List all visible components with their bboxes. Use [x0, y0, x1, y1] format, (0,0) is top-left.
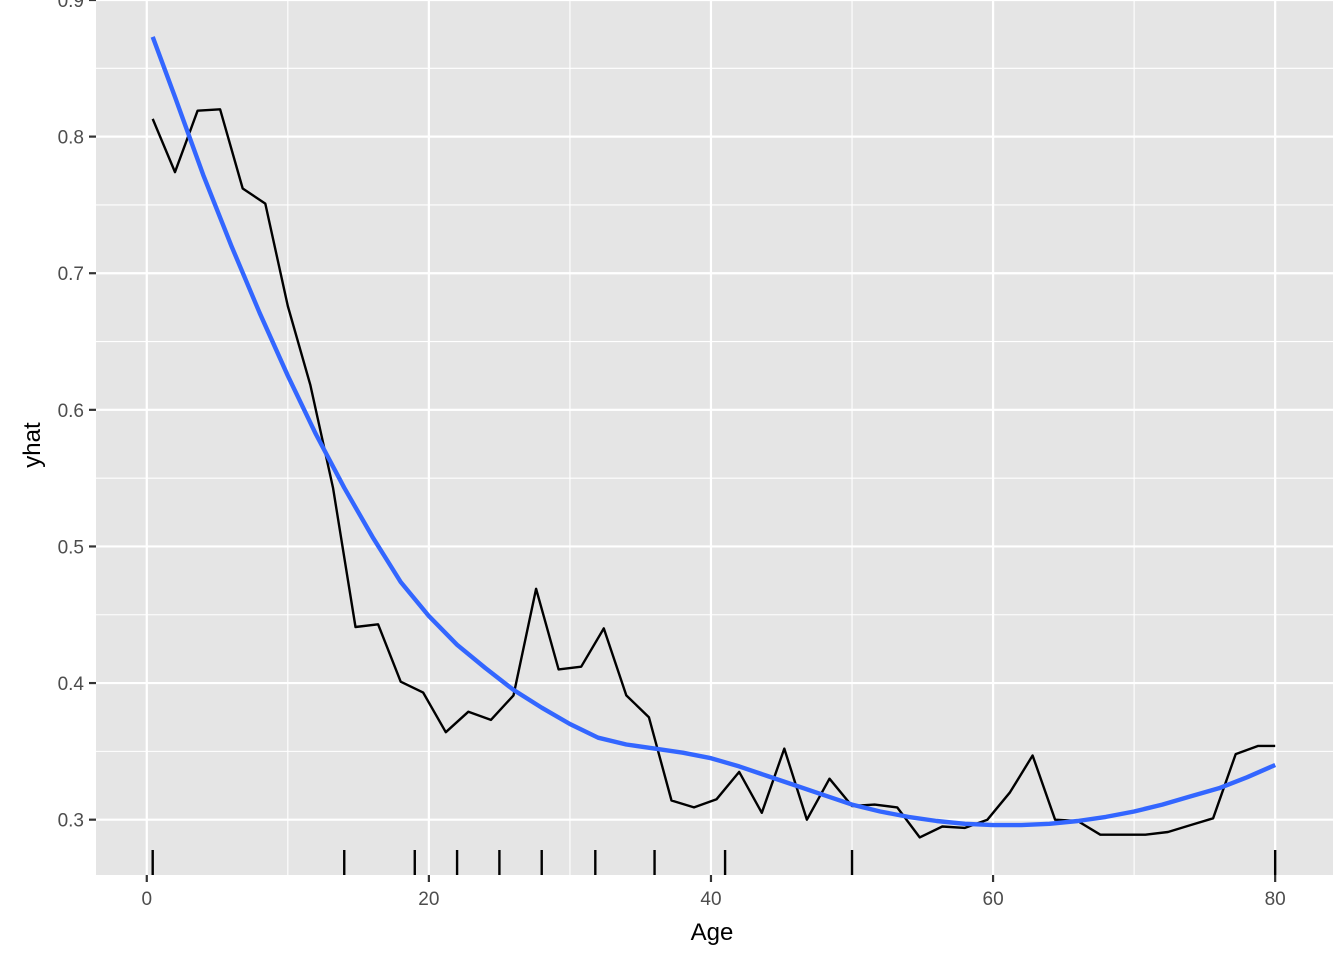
y-tick-label: 0.9 [58, 0, 84, 12]
y-tick-label: 0.3 [58, 811, 84, 832]
x-axis-title: Age [691, 919, 734, 946]
y-tick-label: 0.4 [58, 674, 85, 695]
series-line-smooth [150, 36, 1277, 828]
x-tick-label: 60 [983, 889, 1004, 910]
y-tick-label: 0.5 [58, 537, 84, 558]
axes-group: 0 20 40 60 80 0.3 0.4 0.5 0.6 0.7 0.8 0.9 [58, 0, 1286, 910]
x-tick-label: 80 [1265, 889, 1286, 910]
series-group [150, 36, 1277, 839]
grid-minor [96, 0, 1333, 875]
series-line-yhat [151, 108, 1276, 839]
rug-group [151, 850, 1277, 875]
x-tick-label: 0 [141, 889, 152, 910]
plot-panel [96, 0, 1333, 875]
y-axis-title: yhat [19, 422, 46, 468]
x-tick-label: 40 [700, 889, 721, 910]
y-tick-label: 0.8 [58, 128, 84, 149]
y-tick-label: 0.6 [58, 401, 84, 422]
x-tick-label: 20 [418, 889, 439, 910]
y-tick-label: 0.7 [58, 264, 84, 285]
